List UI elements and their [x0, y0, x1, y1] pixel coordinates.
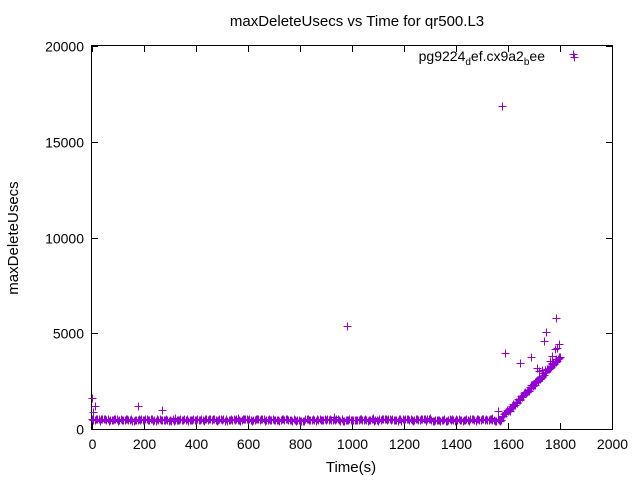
data-point: [554, 355, 563, 364]
data-point: [556, 353, 565, 362]
data-point: [234, 414, 243, 423]
legend-label: pg9224def.cx9a2bee: [419, 48, 546, 68]
data-point: [426, 414, 435, 423]
data-point: [523, 388, 532, 397]
data-point: [496, 417, 505, 426]
x-tick-label: 1400: [441, 436, 472, 452]
plot-frame: [91, 45, 613, 430]
x-tick-label: 600: [237, 436, 261, 452]
data-point: [91, 416, 100, 425]
data-point: [96, 417, 105, 426]
data-point: [152, 417, 161, 426]
data-point: [548, 352, 557, 361]
data-point: [497, 416, 506, 425]
data-point: [501, 349, 510, 358]
y-tick-label: 5000: [53, 326, 84, 342]
data-point: [518, 393, 527, 402]
x-tick-label: 200: [133, 436, 157, 452]
data-point: [269, 415, 278, 424]
data-point: [494, 407, 503, 416]
data-point: [538, 366, 547, 375]
x-tick-label: 1600: [493, 436, 524, 452]
data-point: [312, 417, 321, 426]
data-point: [130, 417, 139, 426]
data-point: [498, 102, 507, 111]
data-point: [213, 417, 222, 426]
data-point: [540, 337, 549, 346]
x-tick-label: 0: [89, 436, 97, 452]
data-point: [546, 364, 555, 373]
x-tick-label: 1200: [389, 436, 420, 452]
data-point: [91, 402, 100, 411]
data-point: [542, 328, 551, 337]
legend: pg9224def.cx9a2bee: [419, 48, 579, 68]
data-point: [158, 406, 167, 415]
x-tick-label: 2000: [597, 436, 628, 452]
data-point: [546, 357, 555, 366]
data-point: [527, 353, 536, 362]
x-axis-label: Time(s): [326, 459, 376, 476]
data-point: [369, 414, 378, 423]
data-points: [88, 50, 578, 426]
data-point: [171, 414, 180, 423]
data-point: [569, 50, 578, 59]
x-tick-label: 1000: [337, 436, 368, 452]
data-point: [134, 402, 143, 411]
y-tick-label: 15000: [45, 135, 84, 151]
data-point: [416, 416, 425, 425]
y-tick-label: 20000: [45, 39, 84, 55]
data-point: [330, 413, 339, 422]
data-point: [89, 408, 98, 417]
y-tick-label: 0: [76, 422, 84, 438]
data-point: [169, 415, 178, 424]
data-point: [451, 417, 460, 426]
data-point: [343, 322, 352, 331]
data-point: [295, 416, 304, 425]
data-point: [555, 340, 564, 349]
y-axis-label: maxDeleteUsecs: [5, 181, 22, 294]
y-tick-label: 10000: [45, 231, 84, 247]
x-tick-label: 800: [289, 436, 313, 452]
axis-ticks: [92, 46, 613, 430]
chart-title: maxDeleteUsecs vs Time for qr500.L3: [230, 13, 484, 30]
data-point: [545, 365, 554, 374]
x-tick-labels: 0 200 400 600 800 1000 1200 1400 1600 1800 2000: [89, 436, 629, 452]
data-point: [529, 382, 538, 391]
data-point: [552, 314, 561, 323]
data-point: [551, 345, 560, 354]
y-tick-labels: 0 5000 10000 15000 20000: [45, 39, 84, 438]
data-point: [516, 359, 525, 368]
data-point: [200, 417, 209, 426]
x-tick-label: 400: [185, 436, 209, 452]
data-point: [488, 414, 497, 423]
x-tick-label: 1800: [545, 436, 576, 452]
data-point: [338, 415, 347, 424]
data-point: [553, 344, 562, 353]
data-point: [455, 415, 464, 424]
data-point: [88, 394, 97, 403]
